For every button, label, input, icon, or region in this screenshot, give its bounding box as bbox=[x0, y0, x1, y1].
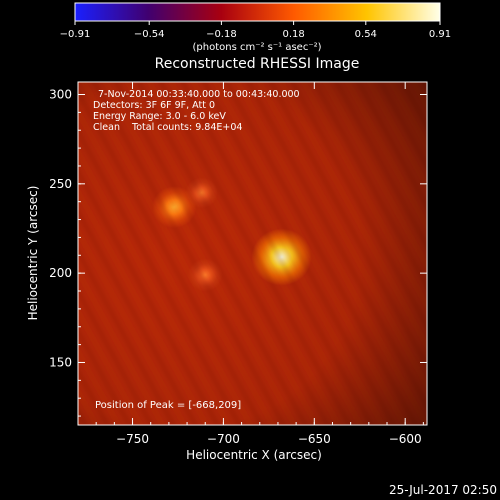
residual-stripe bbox=[0, 72, 80, 435]
colorbar-ticks: −0.91 −0.54 −0.18 0.18 0.54 0.91 bbox=[60, 21, 451, 40]
colorbar-tick-label: −0.91 bbox=[60, 29, 91, 40]
x-axis-label: Heliocentric X (arcsec) bbox=[186, 448, 322, 462]
residual-stripe bbox=[452, 72, 500, 435]
x-tick-label: −700 bbox=[207, 432, 240, 446]
y-tick-label: 200 bbox=[49, 266, 72, 280]
colorbar bbox=[74, 2, 441, 22]
colorbar-unit-label: (photons cm⁻² s⁻¹ asec⁻²) bbox=[192, 42, 321, 53]
annotation-energy: Energy Range: 3.0 - 6.0 keV bbox=[93, 111, 226, 122]
residual-stripe bbox=[463, 72, 500, 435]
colorbar-tick-label: −0.54 bbox=[134, 29, 165, 40]
vignette bbox=[78, 82, 427, 425]
y-tick-label: 300 bbox=[49, 88, 72, 102]
colorbar-tick-label: 0.91 bbox=[429, 29, 451, 40]
residual-stripe bbox=[430, 72, 500, 435]
residual-stripe bbox=[496, 72, 500, 435]
residual-stripe bbox=[485, 72, 500, 435]
plot-area bbox=[0, 72, 500, 435]
residual-stripe bbox=[474, 72, 500, 435]
colorbar-tick-label: 0.54 bbox=[355, 29, 377, 40]
peak-position-label: Position of Peak = [-668,209] bbox=[95, 400, 241, 411]
x-tick-label: −750 bbox=[116, 432, 149, 446]
annotation-detectors: Detectors: 3F 6F 9F, Att 0 bbox=[93, 100, 215, 111]
annotation-counts: Clean Total counts: 9.84E+04 bbox=[93, 122, 242, 133]
residual-stripe bbox=[441, 72, 500, 435]
annotation-time: 7-Nov-2014 00:33:40.000 to 00:43:40.000 bbox=[98, 89, 300, 100]
axes: −750 −700 −650 −600 150 200 250 300 bbox=[49, 82, 427, 446]
y-tick-label: 150 bbox=[49, 355, 72, 369]
y-axis-label: Heliocentric Y (arcsec) bbox=[26, 186, 40, 321]
residual-stripe bbox=[422, 82, 427, 90]
y-tick-label: 250 bbox=[49, 177, 72, 191]
x-tick-label: −650 bbox=[298, 432, 331, 446]
plot-frame bbox=[77, 81, 428, 426]
colorbar-tick-label: −0.18 bbox=[206, 29, 237, 40]
residual-stripe bbox=[78, 408, 88, 425]
chart-title: Reconstructed RHESSI Image bbox=[155, 56, 360, 72]
colorbar-tick-label: 0.18 bbox=[282, 29, 304, 40]
timestamp: 25-Jul-2017 02:50 bbox=[389, 483, 497, 497]
x-tick-label: −600 bbox=[389, 432, 422, 446]
